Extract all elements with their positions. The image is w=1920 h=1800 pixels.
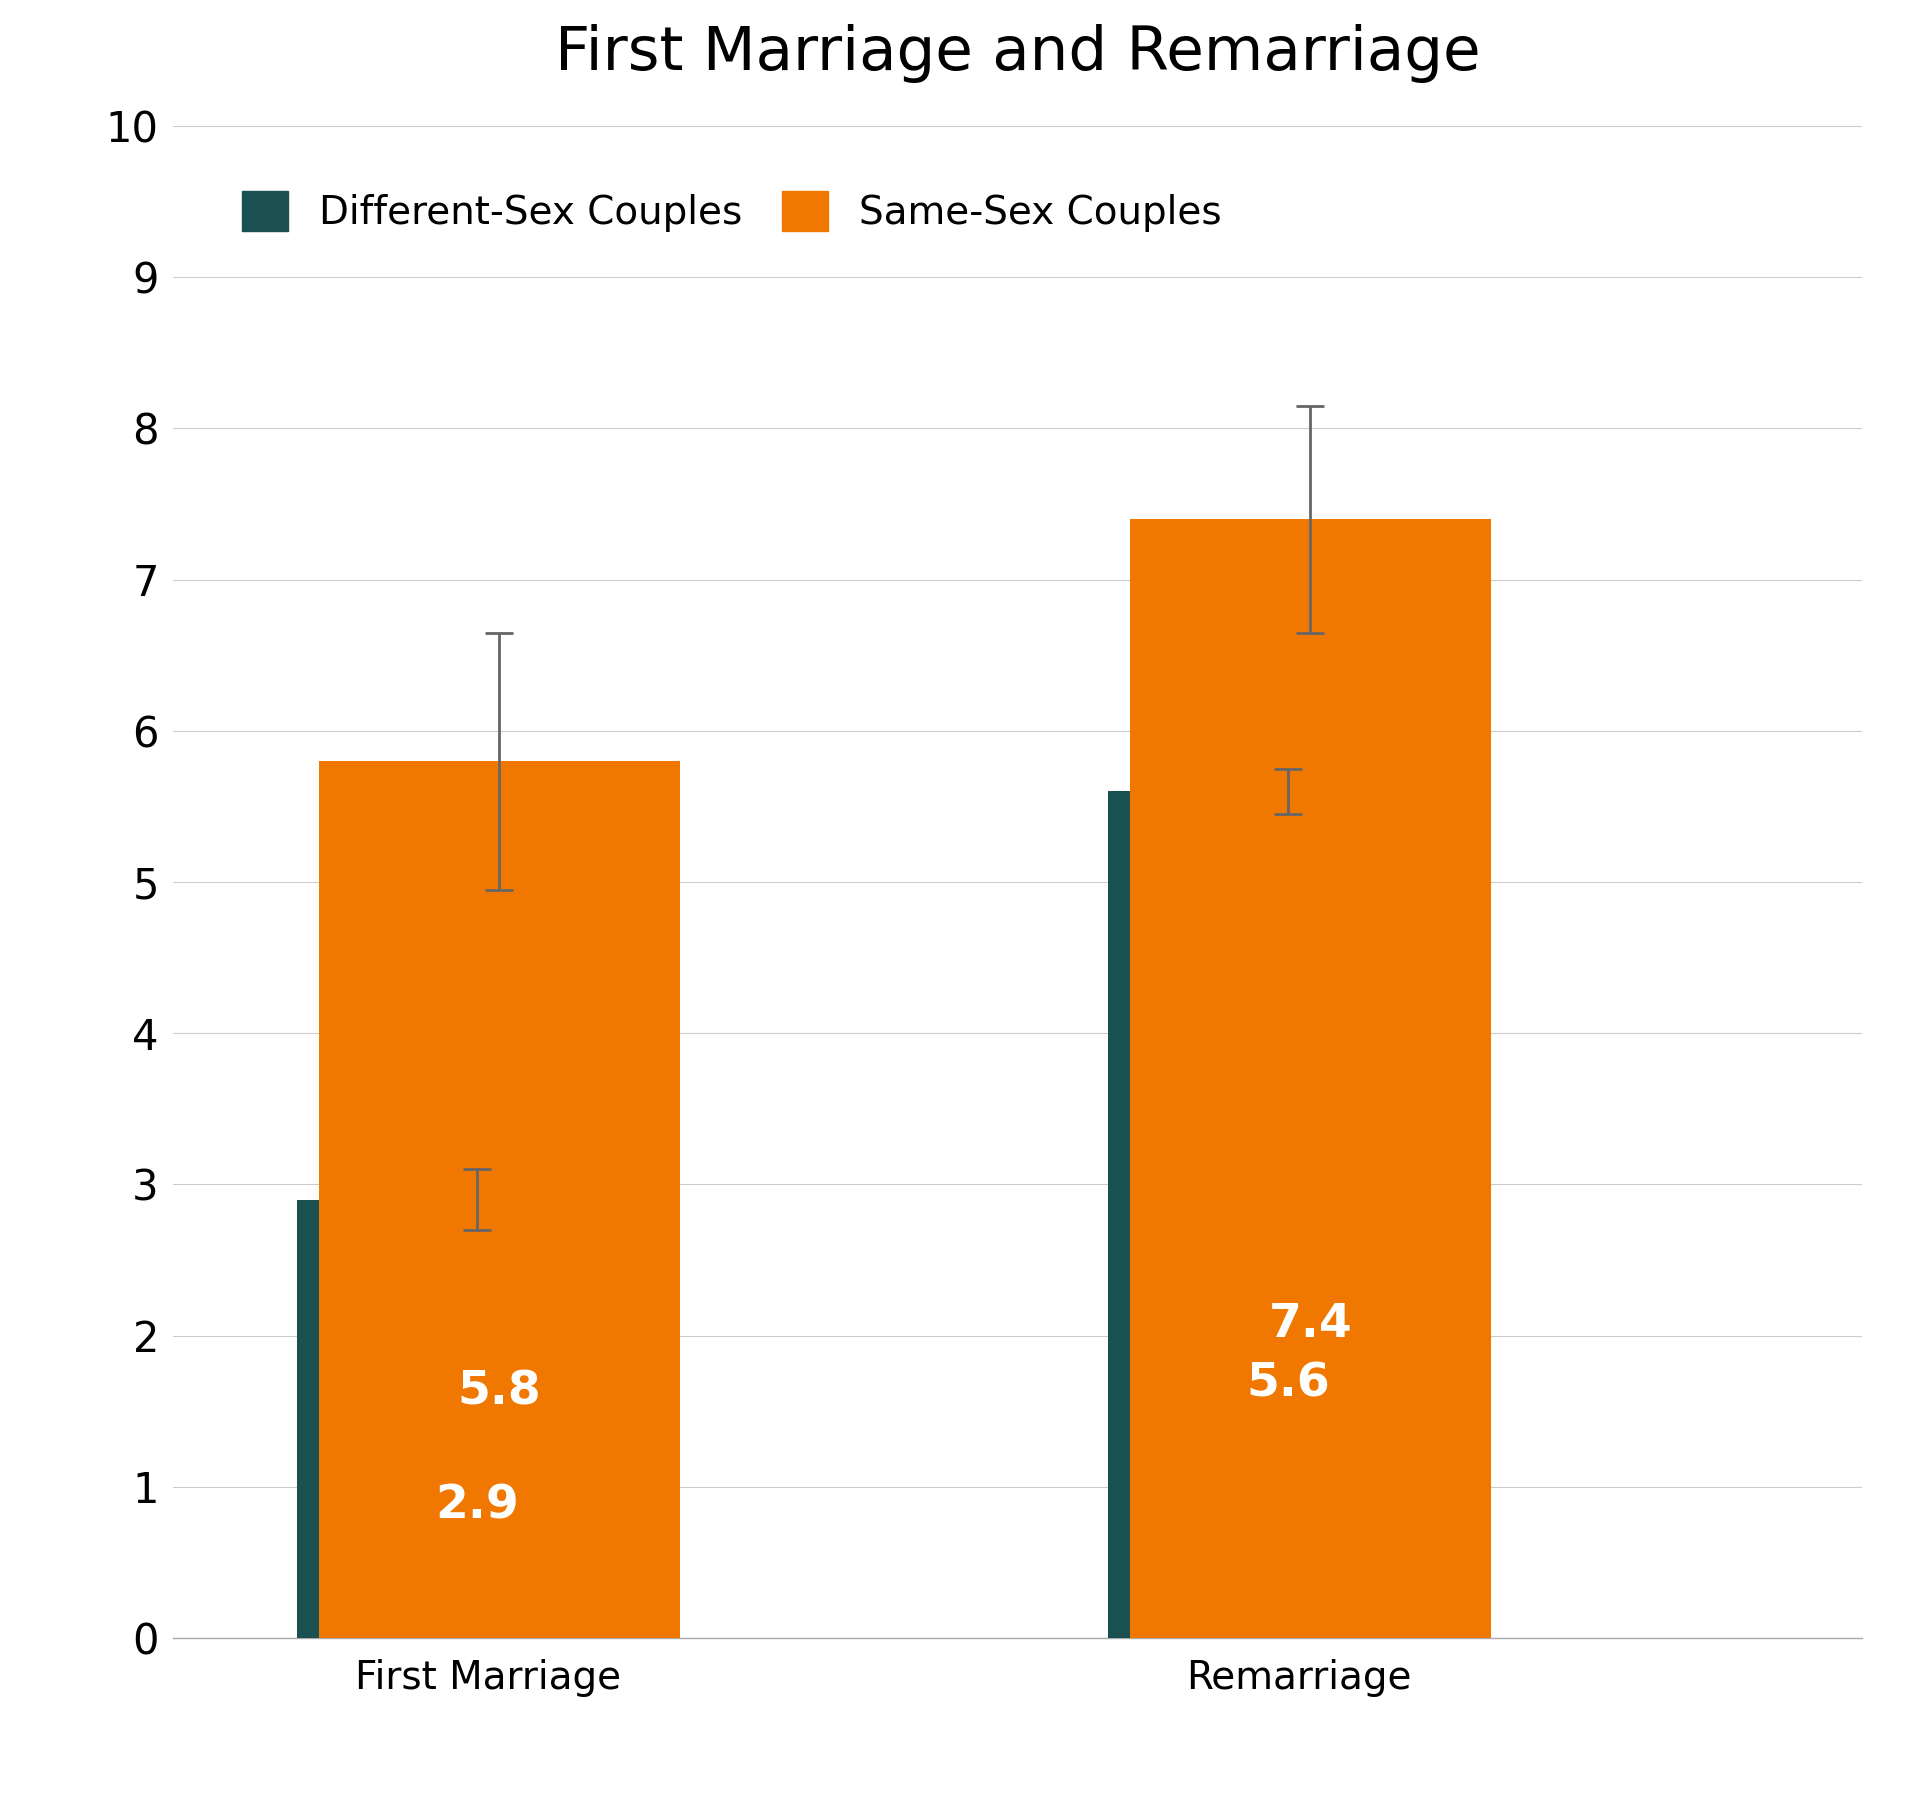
Bar	[1108, 792, 1469, 1638]
Text: 5.8: 5.8	[457, 1370, 541, 1415]
Text: 7.4: 7.4	[1269, 1301, 1352, 1346]
Title: First Marriage and Remarriage: First Marriage and Remarriage	[555, 25, 1480, 83]
Text: 2.9: 2.9	[436, 1483, 518, 1528]
Bar	[1131, 518, 1490, 1638]
Bar	[298, 1199, 657, 1638]
Text: 5.6: 5.6	[1246, 1361, 1331, 1406]
Bar	[319, 761, 680, 1638]
Legend: Different-Sex Couples, Same-Sex Couples: Different-Sex Couples, Same-Sex Couples	[227, 176, 1238, 248]
